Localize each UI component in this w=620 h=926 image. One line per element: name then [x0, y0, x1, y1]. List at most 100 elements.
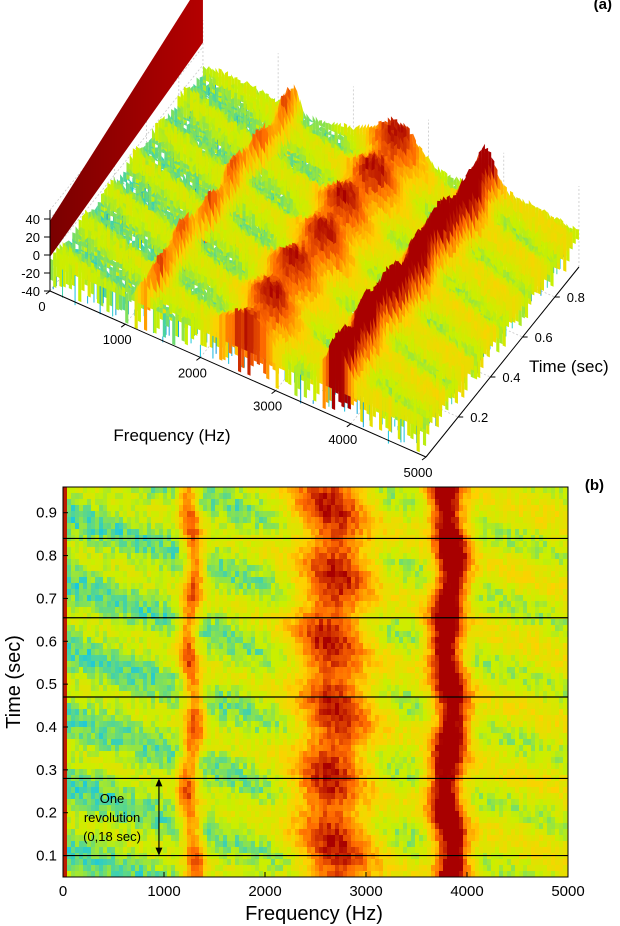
surface-strip	[186, 96, 191, 106]
surface-strip	[258, 178, 262, 186]
surface-strip	[318, 120, 323, 127]
surface-strip	[177, 105, 181, 113]
surface-strip	[516, 223, 520, 236]
surface-strip	[204, 182, 209, 189]
surface-strip	[521, 292, 525, 308]
surface-strip	[241, 259, 246, 270]
surface-strip	[452, 281, 456, 293]
surface-strip	[452, 315, 456, 331]
surface-strip	[229, 244, 233, 254]
surface-strip	[145, 173, 149, 185]
surface-strip	[305, 169, 309, 175]
surface-strip	[205, 136, 209, 141]
surface-strip	[148, 200, 152, 202]
surface-strip	[148, 190, 152, 197]
surface-strip	[455, 276, 459, 289]
surface-strip	[238, 250, 242, 263]
surface-strip	[123, 182, 127, 187]
surface-strip	[207, 242, 211, 250]
surface-strip	[122, 205, 126, 218]
surface-strip	[221, 154, 225, 159]
surface-strip	[208, 129, 212, 137]
surface-strip	[157, 222, 161, 238]
spectrum-surface	[50, 0, 579, 453]
surface-strip	[229, 252, 233, 259]
surface-strip	[154, 152, 159, 157]
surface-strip	[563, 237, 567, 256]
surface-strip	[299, 157, 303, 167]
surface-strip	[318, 125, 322, 132]
surface-strip	[277, 186, 281, 195]
surface-strip	[195, 175, 199, 196]
surface-strip	[129, 168, 133, 178]
surface-strip	[205, 114, 209, 125]
surface-strip	[351, 303, 355, 313]
surface-strip	[135, 172, 139, 180]
surface-strip	[192, 163, 196, 173]
surface-strip	[195, 162, 199, 175]
surface-strip	[235, 234, 239, 251]
surface-strip	[209, 81, 213, 89]
surface-strip	[220, 239, 224, 250]
surface-strip	[505, 316, 509, 328]
surface-strip	[205, 90, 210, 94]
surface-strip	[180, 151, 184, 162]
surface-strip	[177, 111, 181, 118]
surface-strip	[202, 143, 206, 151]
surface-strip	[196, 86, 200, 89]
surface-strip	[227, 132, 231, 146]
surface-strip	[189, 134, 193, 145]
surface-strip	[234, 83, 238, 95]
surface-strip	[142, 182, 146, 188]
surface-strip	[227, 112, 231, 119]
surface-strip	[471, 288, 475, 302]
surface-strip	[252, 156, 256, 178]
surface-strip	[486, 308, 491, 319]
surface-strip	[116, 194, 120, 209]
surface-strip	[224, 77, 228, 91]
surface-strip	[439, 313, 443, 325]
surface-strip	[213, 239, 217, 247]
surface-strip	[525, 228, 529, 240]
surface-strip	[204, 189, 209, 195]
surface-strip	[261, 218, 265, 230]
surface-strip	[519, 232, 523, 242]
surface-strip	[186, 117, 190, 122]
surface-strip	[264, 222, 268, 232]
surface-strip	[151, 202, 155, 209]
surface-strip	[208, 134, 212, 143]
surface-strip	[174, 111, 178, 117]
surface-strip	[142, 146, 146, 156]
surface-strip	[179, 176, 184, 178]
surface-strip	[107, 212, 111, 216]
surface-strip	[189, 123, 193, 129]
surface-strip	[343, 139, 347, 149]
surface-strip	[274, 167, 278, 182]
surface-strip	[290, 156, 294, 163]
surface-strip	[195, 182, 199, 185]
surface-strip	[331, 121, 335, 133]
surface-strip	[195, 138, 200, 143]
surface-strip	[336, 286, 340, 301]
surface-strip	[303, 110, 307, 120]
surface-strip	[211, 128, 215, 139]
surface-strip	[132, 180, 136, 184]
surface-strip	[547, 248, 551, 260]
surface-strip	[237, 113, 241, 118]
surface-strip	[502, 319, 506, 332]
surface-strip	[198, 184, 202, 187]
surface-chart-a: 0100020003000400050000.20.40.60.8-40-200…	[21, 0, 612, 480]
surface-strip	[309, 161, 313, 171]
surface-strip	[224, 140, 228, 150]
surface-strip	[499, 325, 503, 335]
surface-strip	[211, 144, 215, 149]
surface-strip	[173, 205, 177, 213]
surface-strip	[271, 175, 275, 186]
surface-strip	[195, 184, 199, 191]
surface-strip	[110, 202, 114, 212]
surface-strip	[174, 120, 178, 122]
surface-strip	[212, 94, 216, 101]
surface-strip	[167, 156, 171, 162]
surface-strip	[309, 118, 313, 123]
surface-strip	[522, 226, 526, 238]
